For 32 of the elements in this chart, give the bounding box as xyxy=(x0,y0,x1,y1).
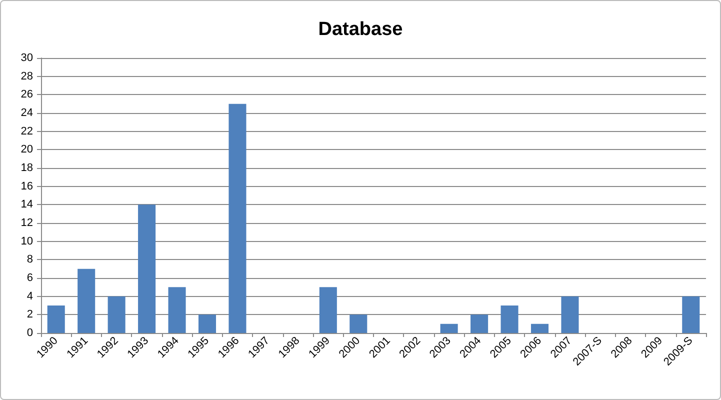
y-tick-label: 6 xyxy=(26,272,33,284)
y-tick-label: 10 xyxy=(20,235,33,248)
bar xyxy=(470,314,488,333)
bar xyxy=(440,324,458,333)
bar xyxy=(138,204,156,333)
bar xyxy=(350,314,368,333)
bar xyxy=(561,296,579,333)
bar xyxy=(78,268,96,333)
y-tick-label: 24 xyxy=(20,107,33,119)
y-tick-label: 14 xyxy=(20,198,33,211)
bar xyxy=(682,296,700,333)
y-tick-label: 16 xyxy=(20,180,33,192)
bar xyxy=(500,306,518,333)
y-tick-label: 26 xyxy=(20,88,33,101)
y-tick-label: 30 xyxy=(20,52,33,64)
bar xyxy=(108,296,126,333)
bar xyxy=(530,324,549,333)
bar xyxy=(228,104,246,333)
y-tick-label: 22 xyxy=(20,125,33,138)
y-tick-label: 12 xyxy=(20,217,33,229)
y-tick-label: 18 xyxy=(20,162,33,174)
bar xyxy=(198,314,216,333)
y-tick-label: 2 xyxy=(26,308,33,321)
y-tick-label: 0 xyxy=(26,327,33,339)
bar xyxy=(168,287,186,333)
y-tick-label: 4 xyxy=(26,290,33,302)
y-tick-label: 8 xyxy=(26,254,33,266)
y-tick-label: 20 xyxy=(20,144,33,156)
y-tick-label: 28 xyxy=(20,70,33,82)
chart-title: Database xyxy=(318,19,403,40)
bar xyxy=(47,306,65,333)
bar xyxy=(319,287,337,333)
